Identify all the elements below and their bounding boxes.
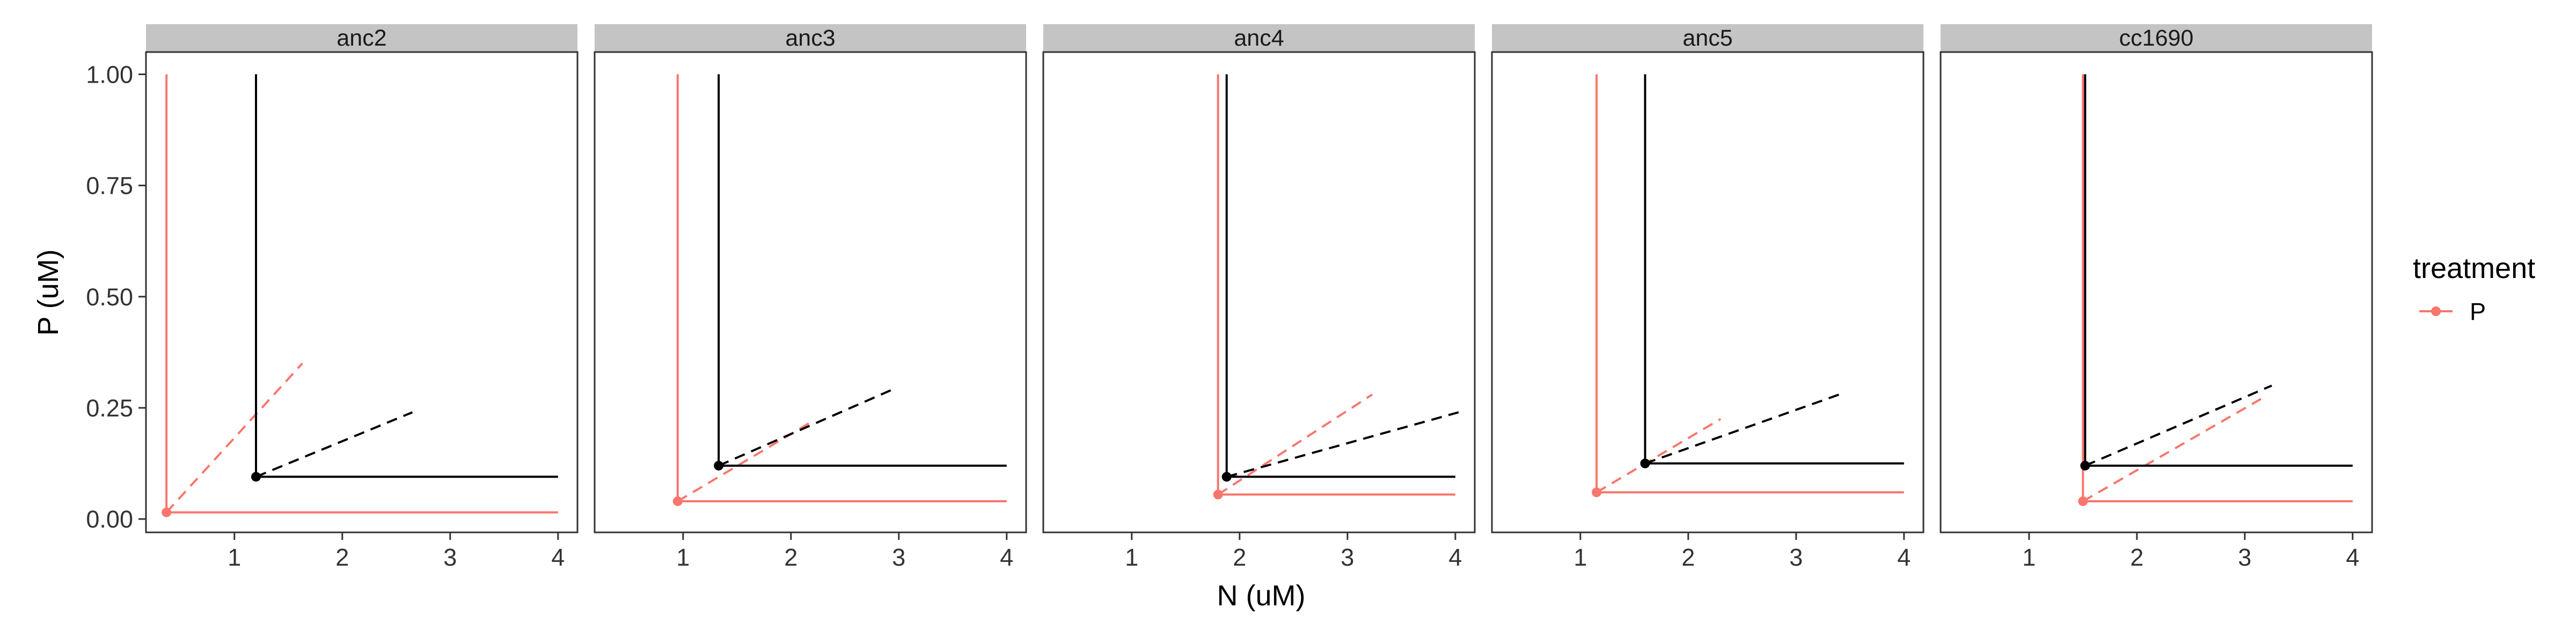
panel-anc5: anc5 1 2 3 4 [1491, 24, 1924, 571]
strip-label: cc1690 [2119, 25, 2194, 51]
data-point [1591, 487, 1601, 497]
data-point [251, 472, 261, 482]
y-tick-label: 0.00 [86, 506, 133, 533]
x-tick-label: 1 [1574, 544, 1587, 571]
dashed-supply-line [1217, 393, 1373, 496]
x-tick-label: 1 [676, 544, 690, 571]
x-tick-label: 2 [1233, 544, 1246, 571]
series-treatment-p [162, 74, 558, 517]
dashed-supply-line [2084, 384, 2272, 467]
series-other [251, 74, 558, 482]
series-treatment-p [1213, 74, 1455, 500]
panel-cc1690: cc1690 1 2 3 4 [1940, 24, 2373, 571]
x-tick-label: 4 [1897, 544, 1911, 571]
panel-border [1042, 51, 1476, 533]
panel-border [594, 51, 1027, 533]
strip-background [146, 24, 577, 52]
strip-label: anc5 [1682, 25, 1732, 51]
x-tick-label: 1 [1125, 544, 1138, 571]
series-other [2080, 74, 2353, 471]
x-tick-label: 3 [892, 544, 905, 571]
dashed-supply-line [1596, 418, 1722, 494]
series-treatment-p [2078, 74, 2353, 506]
strip-label: anc3 [785, 25, 835, 51]
legend-label-p: P [2470, 298, 2486, 325]
x-tick-label: 4 [2346, 544, 2359, 571]
strip-background [1492, 24, 1923, 52]
y-tick-label: 0.50 [86, 283, 133, 311]
dashed-supply-line [718, 389, 892, 467]
x-tick-label: 2 [335, 544, 349, 571]
x-tick-label: 3 [1341, 544, 1354, 571]
strip-label: anc4 [1234, 25, 1284, 51]
x-tick-label: 4 [1000, 544, 1013, 571]
series-other [1640, 74, 1904, 469]
data-point [2078, 496, 2088, 506]
legend-key-point [2431, 306, 2441, 316]
panel-anc4: anc4 1 2 3 4 [1042, 24, 1476, 571]
panel-border [1491, 51, 1924, 533]
y-tick-label: 0.75 [86, 172, 133, 200]
panel-anc2: anc2 1 2 3 4 0.00 0.25 0.50 0.75 1.00 [86, 24, 579, 571]
y-tick-label: 0.25 [86, 394, 133, 422]
dashed-supply-line [165, 362, 303, 514]
dashed-supply-line [1226, 411, 1459, 478]
panel-border [145, 51, 579, 533]
y-axis-title: P (uM) [32, 249, 64, 335]
panel-border [1940, 51, 2373, 533]
strip-background [1941, 24, 2372, 52]
data-point [714, 460, 724, 471]
x-tick-label: 1 [228, 544, 241, 571]
strip-background [595, 24, 1026, 52]
data-point [672, 496, 683, 506]
series-treatment-p [1591, 74, 1904, 497]
x-tick-label: 4 [551, 544, 565, 571]
series-other [714, 74, 1007, 471]
strip-background [1043, 24, 1475, 52]
data-point [1213, 489, 1223, 500]
x-tick-label: 3 [2238, 544, 2251, 571]
x-tick-label: 1 [2022, 544, 2036, 571]
x-tick-label: 2 [784, 544, 797, 571]
x-tick-label: 2 [2130, 544, 2143, 571]
x-tick-label: 3 [443, 544, 457, 571]
x-tick-label: 3 [1789, 544, 1803, 571]
data-point [1221, 472, 1232, 482]
strip-label: anc2 [336, 25, 386, 51]
dashed-supply-line [255, 411, 413, 478]
data-point [2080, 460, 2090, 471]
data-point [1640, 458, 1650, 469]
x-tick-label: 4 [1448, 544, 1462, 571]
y-tick-label: 1.00 [86, 61, 133, 88]
series-other [1221, 74, 1459, 482]
x-axis-title: N (uM) [1217, 580, 1306, 612]
legend: treatment P [2413, 252, 2535, 325]
data-point [162, 507, 172, 517]
legend-title: treatment [2413, 252, 2535, 284]
panel-anc3: anc3 1 2 3 4 [594, 24, 1027, 571]
x-tick-label: 2 [1681, 544, 1695, 571]
